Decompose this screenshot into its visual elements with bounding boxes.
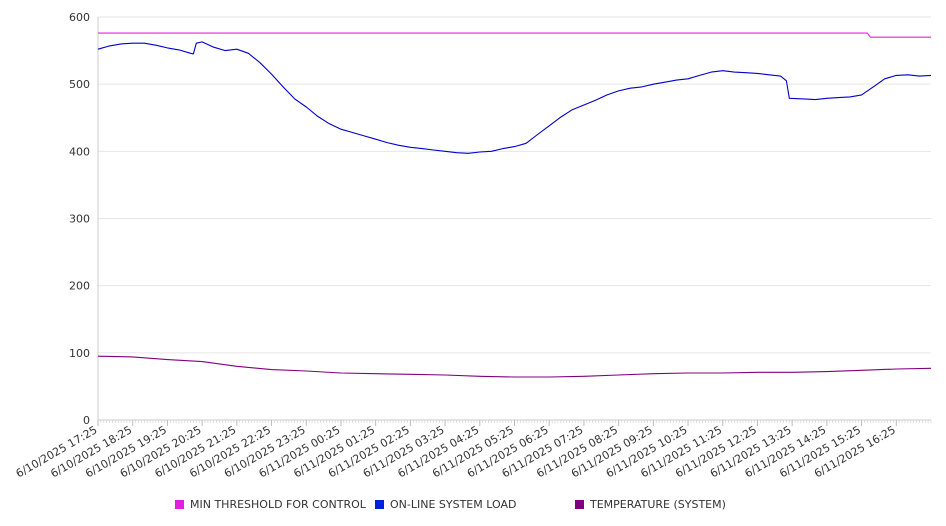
x-tick-labels: 6/10/2025 17:256/10/2025 18:256/10/2025 … — [14, 423, 898, 480]
series-line-1 — [97, 41, 932, 154]
y-tick-label: 0 — [83, 414, 90, 427]
y-tick-label: 500 — [69, 78, 90, 91]
y-tick-label: 600 — [69, 11, 90, 24]
legend-swatch-system-load — [375, 500, 384, 509]
y-tick-label: 100 — [69, 347, 90, 360]
legend-item-temperature: TEMPERATURE (SYSTEM) — [575, 498, 726, 511]
axes — [97, 17, 932, 426]
legend-item-min-threshold: MIN THRESHOLD FOR CONTROL — [175, 498, 366, 511]
grid-lines — [98, 16, 931, 354]
series-line-0 — [98, 32, 931, 38]
series-lines — [97, 32, 932, 378]
series-line-2 — [97, 355, 932, 378]
y-tick-labels: 0 100 200 300 400 500 600 — [69, 11, 90, 427]
legend-swatch-min-threshold — [175, 500, 184, 509]
y-tick-label: 400 — [69, 145, 90, 158]
legend-label-min-threshold: MIN THRESHOLD FOR CONTROL — [190, 498, 366, 511]
y-tick-label: 300 — [69, 213, 90, 226]
legend: MIN THRESHOLD FOR CONTROL ON-LINE SYSTEM… — [0, 498, 946, 514]
legend-label-system-load: ON-LINE SYSTEM LOAD — [390, 498, 517, 511]
legend-label-temperature: TEMPERATURE (SYSTEM) — [590, 498, 726, 511]
legend-swatch-temperature — [575, 500, 584, 509]
y-tick-label: 200 — [69, 280, 90, 293]
legend-item-system-load: ON-LINE SYSTEM LOAD — [375, 498, 516, 511]
